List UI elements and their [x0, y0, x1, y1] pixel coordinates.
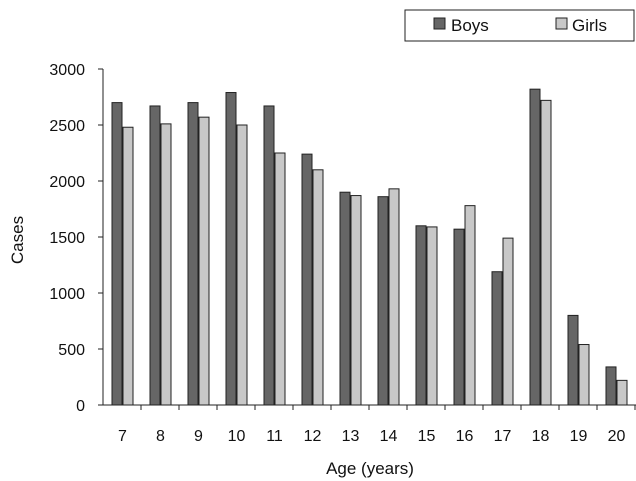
x-tick-label: 17: [494, 428, 512, 445]
y-tick-label: 2500: [49, 118, 85, 135]
x-tick-label: 7: [118, 428, 127, 445]
legend-label-girls: Girls: [572, 16, 607, 35]
legend-label-boys: Boys: [451, 16, 489, 35]
y-tick-label: 0: [76, 398, 85, 415]
boys-bar-age-7: [111, 102, 123, 406]
x-tick-label: 9: [194, 428, 203, 445]
x-tick-label: 15: [418, 428, 436, 445]
y-tick-label: 500: [58, 342, 85, 359]
y-tick-label: 1000: [49, 286, 85, 303]
girls-bar-age-18: [540, 99, 552, 406]
x-tick-label: 8: [156, 428, 165, 445]
boys-bar-age-17: [491, 271, 503, 406]
boys-bar-age-11: [263, 105, 275, 406]
x-tick-label: 16: [456, 428, 474, 445]
bars-layer: [111, 88, 628, 406]
boys-bar-age-9: [187, 102, 199, 406]
x-axis-label: Age (years): [326, 459, 414, 478]
boys-bar-age-10: [225, 92, 237, 406]
x-tick-label: 11: [266, 428, 283, 445]
girls-bar-age-8: [160, 123, 172, 406]
y-axis-label: Cases: [8, 216, 27, 264]
boys-bar-age-18: [529, 88, 541, 406]
girls-bar-age-12: [312, 169, 324, 406]
boys-bar-age-8: [149, 105, 161, 406]
boys-bar-age-13: [339, 191, 351, 406]
x-tick-label: 18: [532, 428, 550, 445]
boys-bar-age-19: [567, 314, 579, 406]
boys-bar-age-20: [605, 366, 617, 406]
legend: Boys Girls: [404, 9, 635, 42]
girls-bar-age-20: [616, 379, 628, 406]
x-tick-label: 10: [228, 428, 246, 445]
y-tick-label: 1500: [49, 230, 85, 247]
boys-bar-age-16: [453, 228, 465, 406]
axes-layer: [98, 68, 636, 410]
girls-bar-age-14: [388, 188, 400, 406]
girls-bar-age-19: [578, 344, 590, 406]
boys-bar-age-14: [377, 196, 389, 406]
boys-bar-age-15: [415, 225, 427, 406]
girls-bar-age-9: [198, 116, 210, 406]
x-tick-label: 20: [608, 428, 626, 445]
legend-swatch-boys: [433, 17, 446, 30]
x-tick-label: 12: [304, 428, 322, 445]
girls-bar-age-7: [122, 126, 134, 406]
x-tick-label: 14: [380, 428, 398, 445]
legend-swatch-girls: [555, 17, 568, 30]
girls-bar-age-11: [274, 152, 286, 406]
girls-bar-age-17: [502, 237, 514, 406]
girls-bar-age-15: [426, 226, 438, 406]
x-tick-label: 13: [342, 428, 360, 445]
girls-bar-age-10: [236, 124, 248, 406]
girls-bar-age-13: [350, 195, 362, 406]
girls-bar-age-16: [464, 205, 476, 406]
y-tick-label: 3000: [49, 62, 85, 79]
x-tick-label: 19: [570, 428, 588, 445]
labels-layer: 0 500 1000 1500 2000 2500 3000 7 8 9 10 11 12 13 14 15 1…: [8, 62, 626, 478]
y-tick-label: 2000: [49, 174, 85, 191]
boys-bar-age-12: [301, 153, 313, 406]
